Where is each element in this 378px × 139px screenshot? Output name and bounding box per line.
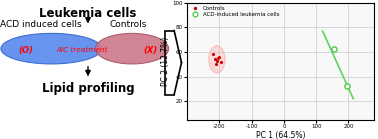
Point bbox=[215, 57, 221, 59]
Point bbox=[214, 59, 220, 62]
X-axis label: PC 1 (64.5%): PC 1 (64.5%) bbox=[256, 131, 305, 139]
Point bbox=[212, 58, 218, 60]
Text: ACD induced cells: ACD induced cells bbox=[0, 20, 81, 29]
Point bbox=[213, 63, 219, 65]
Text: (O): (O) bbox=[18, 46, 33, 54]
Text: Controls: Controls bbox=[110, 20, 147, 29]
Text: Lipid profiling: Lipid profiling bbox=[42, 82, 134, 95]
Text: (X): (X) bbox=[143, 46, 158, 54]
Ellipse shape bbox=[95, 33, 169, 64]
Point bbox=[210, 53, 216, 55]
Legend: Controls, ACD-induced leukemia cells: Controls, ACD-induced leukemia cells bbox=[189, 4, 280, 18]
Point bbox=[344, 85, 350, 87]
Text: Leukemia cells: Leukemia cells bbox=[39, 7, 137, 20]
Point bbox=[218, 61, 224, 63]
Point bbox=[331, 48, 337, 51]
Ellipse shape bbox=[1, 33, 102, 64]
Y-axis label: PC 2 (12.7%): PC 2 (12.7%) bbox=[161, 37, 170, 86]
Text: AIC treatment: AIC treatment bbox=[57, 47, 108, 53]
Point bbox=[216, 56, 222, 58]
Ellipse shape bbox=[209, 46, 225, 73]
